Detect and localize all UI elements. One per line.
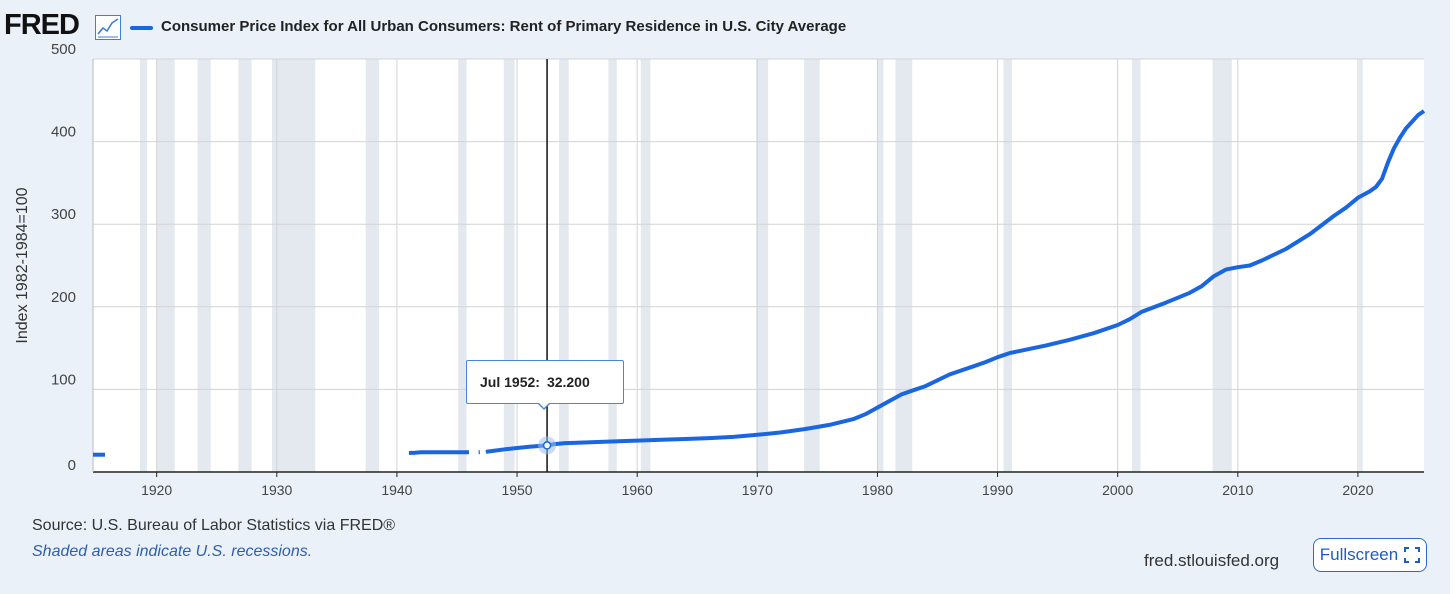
recession-band <box>271 59 316 472</box>
x-tick-label: 1930 <box>261 482 292 498</box>
y-axis-label: Index 1982-1984=100 <box>14 187 31 343</box>
x-tick-label: 1990 <box>982 482 1013 498</box>
recession-band <box>238 59 252 472</box>
recession-band <box>756 59 769 472</box>
recession-shading <box>139 59 1363 472</box>
gridlines <box>93 58 1424 472</box>
series-line-group <box>93 109 1426 457</box>
recession-band <box>895 59 913 472</box>
y-tick-label: 500 <box>51 41 76 58</box>
recession-band <box>1003 59 1012 472</box>
recession-note: Shaded areas indicate U.S. recessions. <box>32 543 313 560</box>
tooltip-value: 32.200 <box>546 374 590 390</box>
recession-band <box>365 59 379 472</box>
recession-band <box>559 59 569 472</box>
tooltip-date: Jul 1952: <box>480 374 540 390</box>
tooltip-arrow-inner <box>538 402 550 408</box>
recession-band <box>640 59 651 472</box>
fullscreen-label: Fullscreen <box>1319 545 1399 564</box>
legend-swatch <box>130 26 153 30</box>
y-tick-label: 100 <box>51 371 76 388</box>
x-tick-label: 1980 <box>862 482 893 498</box>
expand-icon <box>1404 547 1421 563</box>
fullscreen-button[interactable]: Fullscreen <box>1313 538 1427 572</box>
hover-point <box>542 441 552 450</box>
source-text: Source: U.S. Bureau of Labor Statistics … <box>32 517 396 534</box>
x-tick-label: 2020 <box>1342 482 1373 498</box>
x-tick-label: 1920 <box>141 482 172 498</box>
fred-logo[interactable]: FRED <box>4 9 80 41</box>
x-tick-label: 1970 <box>742 482 773 498</box>
recession-band <box>1132 59 1141 472</box>
recession-band <box>197 59 211 472</box>
recession-band <box>877 59 884 472</box>
recession-band <box>1359 59 1363 472</box>
x-tick-label: 2010 <box>1222 482 1253 498</box>
x-tick-label: 1950 <box>501 482 532 498</box>
recession-band <box>608 59 617 472</box>
axes: 1920 1930 1940 1950 1960 1970 1980 1990 2000 2010… <box>51 41 1424 498</box>
chart-title: Consumer Price Index for All Urban Consu… <box>161 18 847 35</box>
series-line <box>408 450 469 455</box>
recession-band <box>1212 59 1232 472</box>
hover-tooltip: Jul 1952: 32.200 <box>466 360 624 404</box>
recession-band <box>804 59 820 472</box>
series-line <box>485 109 1426 454</box>
y-tick-label: 0 <box>68 457 76 474</box>
site-link[interactable]: fred.stlouisfed.org <box>1144 551 1280 570</box>
x-tick-label: 1940 <box>381 482 412 498</box>
recession-band <box>458 59 467 472</box>
x-tick-label: 2000 <box>1102 482 1133 498</box>
recession-band <box>139 59 148 472</box>
recession-band <box>156 59 175 472</box>
x-tick-label: 1960 <box>622 482 653 498</box>
recession-band <box>503 59 515 472</box>
y-tick-label: 400 <box>51 124 76 141</box>
y-tick-label: 200 <box>51 289 76 306</box>
y-tick-label: 300 <box>51 206 76 223</box>
line-chart-icon <box>95 15 121 40</box>
